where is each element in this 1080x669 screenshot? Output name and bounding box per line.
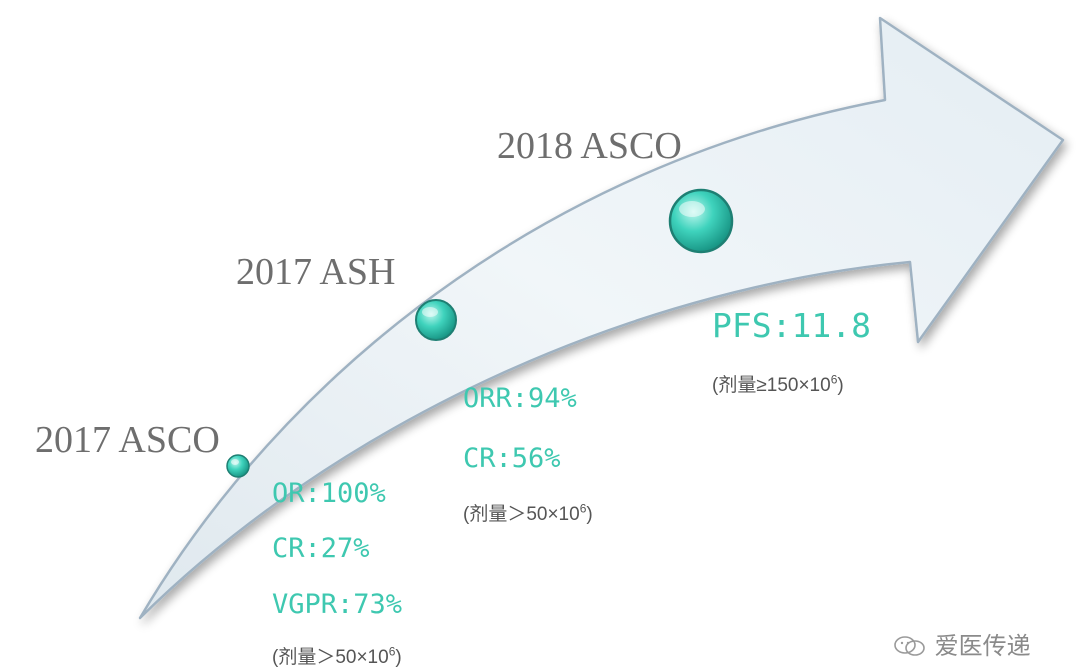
- metric-orr: ORR:94%: [463, 383, 577, 414]
- dose-note-2017-ash: (剂量＞50×106): [463, 501, 593, 525]
- milestone-dot-2017-asco: [226, 454, 250, 478]
- milestone-label-2017-ash: 2017 ASH: [236, 251, 396, 293]
- metric-pfs: PFS:11.8: [712, 306, 871, 345]
- wechat-icon: [894, 636, 925, 656]
- watermark-text: 爱医传递: [934, 632, 1031, 660]
- metric-vgpr: VGPR:73%: [272, 589, 403, 620]
- watermark: 爱医传递: [893, 626, 1031, 661]
- metric-cr-ash: CR:56%: [463, 443, 561, 474]
- curved-arrow: [138, 16, 1065, 620]
- metric-cr: CR:27%: [272, 533, 370, 564]
- milestone-dot-2017-ash: [415, 299, 457, 341]
- milestone-dot-2018-asco: [668, 188, 734, 254]
- milestone-label-2017-asco: 2017 ASCO: [35, 419, 220, 461]
- milestone-label-2018-asco: 2018 ASCO: [497, 125, 682, 167]
- metric-or: OR:100%: [272, 478, 386, 509]
- dose-note-2018-asco: (剂量≥150×106): [712, 372, 844, 396]
